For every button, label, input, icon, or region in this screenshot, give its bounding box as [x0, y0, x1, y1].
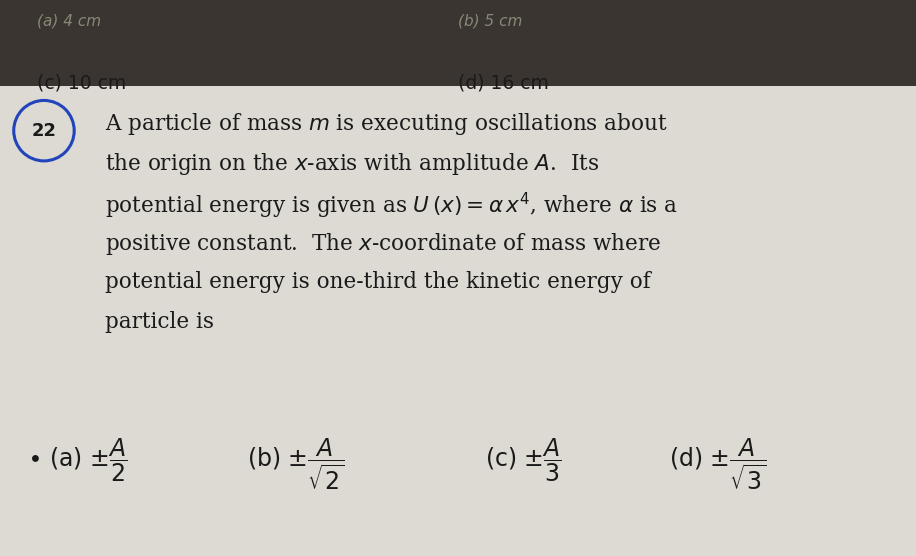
Text: particle is: particle is [105, 311, 214, 334]
Text: $\bullet$ (a) $\pm\dfrac{A}{2}$: $\bullet$ (a) $\pm\dfrac{A}{2}$ [27, 436, 128, 484]
Text: 22: 22 [31, 122, 57, 140]
Text: (d) $\pm\dfrac{A}{\sqrt{3}}$: (d) $\pm\dfrac{A}{\sqrt{3}}$ [669, 436, 766, 493]
Text: the origin on the $x$-axis with amplitude $A$.  Its: the origin on the $x$-axis with amplitud… [105, 151, 600, 177]
Text: (a) 4 cm: (a) 4 cm [37, 14, 101, 29]
Text: (c) 10 cm: (c) 10 cm [37, 73, 125, 92]
Text: (c) $\pm\dfrac{A}{3}$: (c) $\pm\dfrac{A}{3}$ [485, 436, 562, 484]
Text: potential energy is given as $U\,(x) = \alpha\, x^4$, where $\alpha$ is a: potential energy is given as $U\,(x) = \… [105, 191, 679, 221]
Text: potential energy is one-third the kinetic energy of: potential energy is one-third the kineti… [105, 271, 651, 294]
Text: positive constant.  The $x$-coordinate of mass where: positive constant. The $x$-coordinate of… [105, 231, 661, 257]
Text: (b) 5 cm: (b) 5 cm [458, 14, 522, 29]
Text: (b) $\pm\dfrac{A}{\sqrt{2}}$: (b) $\pm\dfrac{A}{\sqrt{2}}$ [247, 436, 344, 493]
Text: A particle of mass $m$ is executing oscillations about: A particle of mass $m$ is executing osci… [105, 111, 668, 137]
Text: (d) 16 cm: (d) 16 cm [458, 73, 549, 92]
FancyBboxPatch shape [0, 0, 916, 86]
